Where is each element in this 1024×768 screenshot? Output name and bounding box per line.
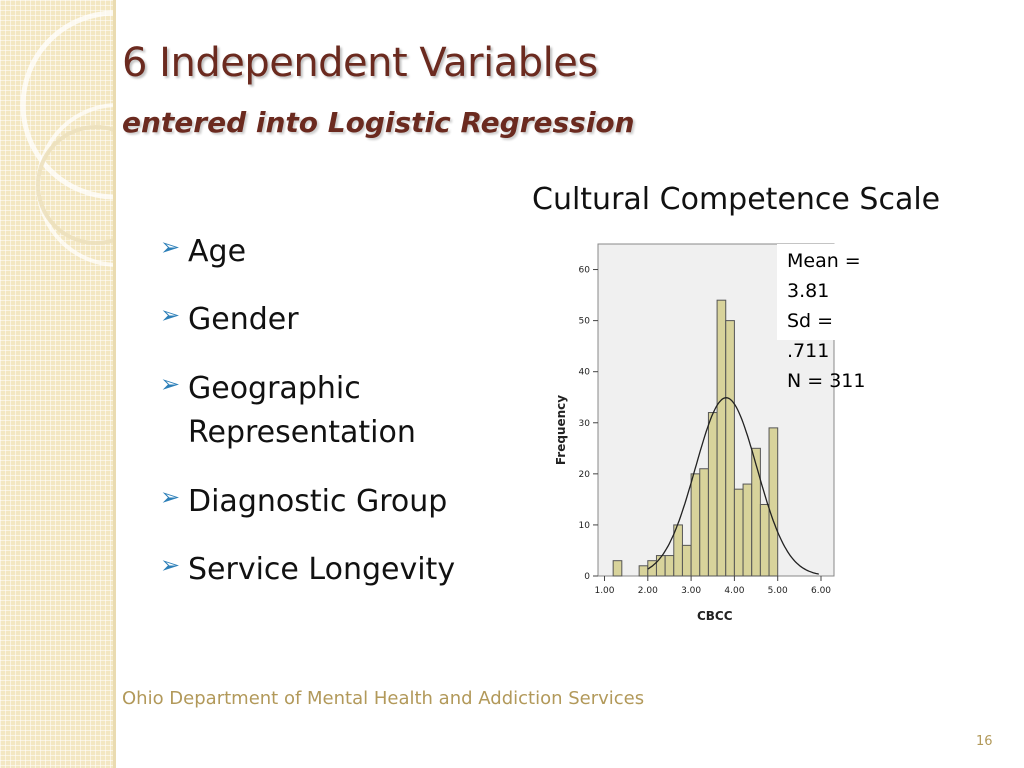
histogram-bar (699, 468, 709, 577)
histogram-bar (690, 473, 701, 577)
histogram-bar (751, 447, 761, 577)
arrow-bullet-icon: ➢ (160, 233, 181, 261)
bullet-text: Geographic Representation (188, 370, 416, 451)
strip-edge (113, 0, 116, 768)
histogram-bar (768, 427, 779, 577)
stat-mean: Mean = 3.81 (787, 250, 861, 302)
chart-heading: Cultural Competence Scale (532, 182, 941, 217)
histogram-bar (716, 299, 727, 577)
slide-subtitle: entered into Logistic Regression (122, 106, 635, 139)
y-tick-label: 40 (579, 368, 591, 378)
arrow-bullet-icon: ➢ (160, 550, 181, 579)
bullet-item: ➢ Diagnostic Group (160, 480, 488, 524)
x-tick-label: 2.00 (638, 586, 658, 596)
histogram-bar (681, 544, 692, 577)
histogram-bar (664, 555, 675, 577)
arrow-bullet-icon: ➢ (160, 369, 181, 398)
arrow-bullet-icon: ➢ (160, 301, 181, 330)
stat-n: N = 311 (787, 370, 866, 392)
histogram-bar (725, 320, 735, 577)
bullet-text: Age (188, 234, 247, 269)
x-tick-label: 1.00 (594, 586, 614, 596)
histogram-bar (707, 412, 718, 577)
bullet-list: ➢ Age ➢ Gender ➢ Geographic Representation … (160, 230, 488, 616)
histogram-chart: 0 10 20 30 40 50 60 1.00 2.00 3.00 4.00 5.00 6.00 CBC… (554, 243, 835, 623)
x-tick-label: 6.00 (811, 586, 831, 596)
y-tick-label: 30 (579, 419, 591, 429)
slide-title: 6 Independent Variables (122, 40, 598, 86)
histogram-bar (733, 488, 744, 577)
x-tick-label: 4.00 (724, 586, 744, 596)
histogram-bar (655, 555, 666, 577)
x-tick-label: 5.00 (768, 586, 788, 596)
bullet-item: ➢ Service Longevity (160, 548, 488, 592)
bullet-text: Gender (188, 302, 299, 338)
histogram-bar (612, 560, 623, 577)
y-tick-label: 50 (579, 317, 591, 327)
y-tick-label: 10 (579, 521, 591, 531)
x-tick-label: 3.00 (681, 586, 701, 596)
arrow-bullet-icon: ➢ (160, 482, 181, 511)
normal-curve-line (647, 397, 819, 575)
decorative-rings (20, 10, 113, 267)
y-tick-label: 60 (579, 266, 591, 276)
bullet-text: Service Longevity (188, 551, 456, 587)
footer-organization: Ohio Department of Mental Health and Add… (122, 688, 645, 709)
bullet-item: ➢ Gender (160, 298, 488, 342)
histogram-bar (759, 503, 770, 577)
bullet-text: Diagnostic Group (188, 483, 448, 519)
histogram-bar (742, 483, 753, 577)
bullet-item: ➢ Age (160, 230, 488, 274)
stats-box: Mean = 3.81 Sd = .711 N = 311 (777, 244, 881, 392)
y-tick-label: 20 (579, 470, 591, 480)
left-decorative-strip (0, 0, 113, 768)
x-axis-label: CBCC (697, 609, 733, 623)
histogram-bar (638, 565, 649, 577)
y-tick-label: 0 (584, 572, 590, 582)
page-number: 16 (976, 734, 993, 749)
stat-sd: Sd = .711 (787, 310, 834, 362)
y-axis-label: Frequency (554, 395, 568, 465)
bullet-item: ➢ Geographic Representation (160, 367, 488, 456)
